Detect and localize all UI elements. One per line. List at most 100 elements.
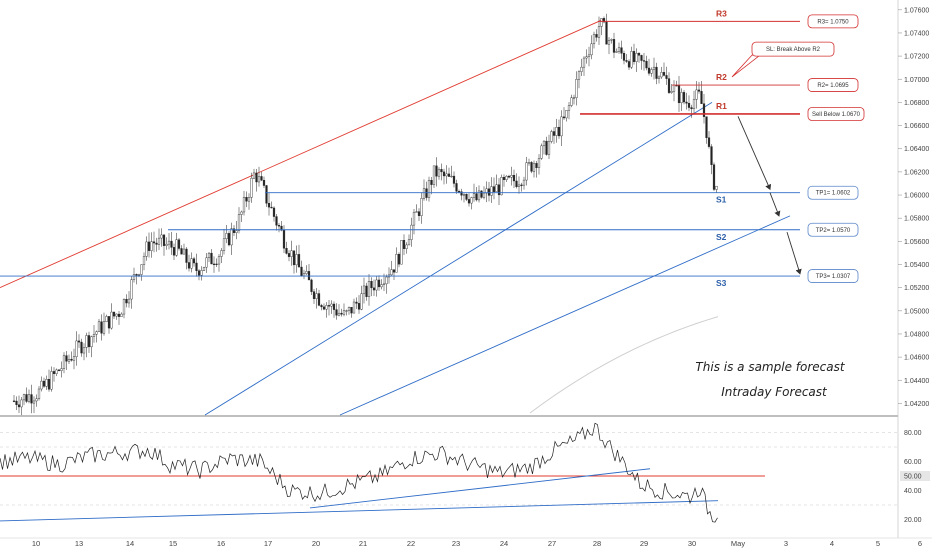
candle-body [615, 51, 618, 53]
time-tick-label: 10 [32, 539, 40, 548]
price-tick-label: 1.06600 [904, 123, 929, 130]
candle-body [35, 398, 38, 402]
candle-body [282, 230, 286, 249]
candle-body [487, 188, 491, 196]
candle-body [300, 266, 303, 277]
stop-loss-text: SL: Break Above R2 [766, 47, 821, 53]
candle-body [540, 145, 543, 159]
candle-body [550, 131, 553, 142]
candle-body [37, 388, 41, 400]
candle-body [557, 126, 561, 137]
rsi-tick-label: 20.00 [904, 517, 922, 524]
time-tick-label: 27 [548, 539, 556, 548]
candle-body [382, 283, 386, 285]
callout-r2-box [807, 78, 859, 92]
candle-body [125, 299, 128, 304]
candle-body [332, 303, 336, 310]
candle-body [537, 158, 541, 168]
candle-body [420, 198, 423, 216]
candle-body [245, 197, 248, 202]
candle-body [170, 240, 173, 248]
price-tick-label: 1.06800 [904, 100, 929, 107]
candle-body [325, 305, 328, 310]
candle-body [580, 66, 583, 72]
candle-body [242, 197, 246, 213]
candle-body [177, 239, 181, 249]
candle-body [247, 197, 251, 202]
callout-s2-text: TP2= 1.0570 [816, 228, 851, 234]
candle-body [167, 240, 171, 245]
candle-body [285, 248, 288, 254]
candle-body [197, 270, 201, 276]
price-tick-label: 1.07000 [904, 77, 929, 84]
candle-body [525, 162, 528, 181]
candle-body [597, 26, 601, 38]
candle-body [627, 61, 631, 68]
candle-body [585, 56, 588, 59]
candle-body [40, 380, 43, 390]
candle-body [80, 341, 83, 354]
price-tick-label: 1.04200 [904, 401, 929, 408]
candle-body [222, 238, 226, 251]
time-tick-label: 5 [876, 539, 880, 548]
level-label-r2: R2 [716, 72, 727, 82]
candle-body [687, 103, 691, 108]
candle-body [200, 270, 203, 276]
candle-body [205, 257, 208, 268]
candle-body [65, 355, 68, 362]
candle-body [207, 252, 211, 259]
candle-body [367, 281, 371, 297]
candle-body [680, 92, 683, 104]
candle-body [552, 131, 556, 136]
candle-body [92, 333, 96, 337]
candle-body [497, 184, 501, 196]
candle-body [187, 262, 191, 269]
candle-body [362, 285, 366, 294]
level-label-r1: R1 [716, 101, 727, 111]
candle-body [292, 250, 296, 266]
candle-body [600, 18, 603, 27]
candle-body [442, 171, 446, 177]
price-axis: 1.07600 1.07400 1.07200 1.07000 1.06800 1.066… [898, 7, 929, 408]
candle-body [182, 248, 186, 255]
candle-body [107, 316, 111, 329]
candle-body [592, 34, 596, 45]
candle-body [477, 190, 481, 201]
candle-body [25, 394, 28, 402]
callout-r1-box [807, 107, 865, 121]
upper-channel-line [0, 18, 605, 289]
candle-body [532, 163, 536, 172]
candle-body [490, 186, 493, 196]
candle-body [50, 371, 53, 390]
candle-body [32, 400, 36, 404]
price-tick-label: 1.05600 [904, 239, 929, 246]
rsi-trend-line-2 [309, 468, 651, 509]
candle-body [85, 335, 88, 348]
candle-body [370, 281, 373, 289]
candle-body [290, 250, 293, 257]
callout-s3-text: TP3= 1.0307 [816, 274, 851, 280]
candle-body [652, 66, 656, 70]
rsi-value-box [900, 471, 930, 481]
price-tick-label: 1.05000 [904, 308, 929, 315]
candle-body [180, 248, 183, 255]
candle-body [417, 211, 421, 216]
time-tick-label: 29 [640, 539, 648, 548]
time-tick-label: 13 [75, 539, 83, 548]
lower-trend-line [204, 102, 713, 416]
candle-body [375, 279, 378, 291]
candle-body [122, 299, 126, 315]
candle-body [682, 92, 686, 103]
candle-body [55, 369, 58, 374]
candle-body [712, 164, 716, 190]
price-tick-label: 1.04600 [904, 355, 929, 362]
candle-body [365, 285, 368, 297]
time-tick-label: 20 [312, 539, 320, 548]
candle-body [565, 110, 568, 119]
time-tick-label: 4 [830, 539, 834, 548]
candle-body [317, 293, 321, 306]
candle-body [505, 175, 508, 180]
price-tick-label: 1.07200 [904, 54, 929, 61]
candle-body [695, 89, 698, 100]
